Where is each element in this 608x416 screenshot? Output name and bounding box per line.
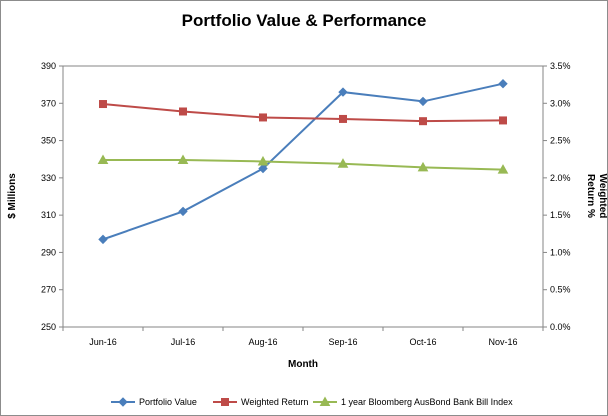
right-tick-label: 1.5% — [550, 210, 571, 220]
legend-item: Weighted Return — [213, 397, 308, 407]
series-2 — [99, 100, 507, 126]
data-point — [339, 114, 347, 123]
left-tick-label: 250 — [41, 322, 56, 332]
x-tick-label: Nov-16 — [488, 337, 517, 347]
left-y-axis: 250 270 290 310 330 350 370 390 — [41, 61, 63, 332]
x-tick-label: Jul-16 — [171, 337, 196, 347]
chart-title: Portfolio Value & Performance — [182, 11, 427, 30]
right-axis-title-line-1: Weighted — [597, 174, 607, 219]
x-tick-label: Aug-16 — [248, 337, 277, 347]
data-point — [419, 117, 427, 126]
series-layer — [97, 79, 509, 245]
x-axis: Jun-16 Jul-16 Aug-16 Sep-16 Oct-16 Nov-16 — [62, 327, 544, 347]
right-tick-label: 1.0% — [550, 247, 571, 257]
x-tick-label: Oct-16 — [409, 337, 436, 347]
series-3 — [97, 154, 509, 174]
legend-marker — [118, 397, 128, 407]
right-tick-label: 2.0% — [550, 173, 571, 183]
data-point — [177, 154, 189, 164]
right-axis-title-line-2: Return % — [585, 174, 596, 218]
series-line — [103, 158, 504, 171]
right-tick-label: 0.0% — [550, 322, 571, 332]
data-point — [418, 96, 428, 107]
legend-marker — [319, 396, 331, 406]
legend-item: Portfolio Value — [111, 397, 197, 407]
right-tick-label: 2.5% — [550, 136, 571, 146]
legend-label: Portfolio Value — [139, 397, 197, 407]
data-point — [97, 154, 109, 164]
data-point — [178, 206, 188, 217]
data-point — [497, 164, 509, 174]
left-tick-label: 350 — [41, 136, 56, 146]
right-tick-label: 3.0% — [550, 98, 571, 108]
x-axis-title: Month — [288, 359, 318, 370]
left-tick-label: 290 — [41, 247, 56, 257]
legend-item: 1 year Bloomberg AusBond Bank Bill Index — [313, 396, 513, 407]
right-tick-label: 3.5% — [550, 61, 571, 71]
series-line — [102, 103, 504, 123]
left-tick-label: 370 — [41, 98, 56, 108]
right-axis-title: Weighted Return % — [585, 174, 607, 219]
data-point — [99, 100, 107, 109]
legend: Portfolio Value Weighted Return 1 year Blo… — [111, 396, 513, 407]
series-1 — [98, 79, 508, 245]
data-point — [337, 158, 349, 168]
left-tick-label: 270 — [41, 285, 56, 295]
plot-area — [62, 65, 544, 328]
data-point — [498, 79, 508, 89]
series-line — [102, 82, 504, 241]
legend-marker — [221, 398, 229, 406]
data-point — [258, 163, 268, 174]
left-tick-label: 310 — [41, 210, 56, 220]
left-tick-label: 390 — [41, 61, 56, 71]
data-point — [417, 161, 429, 172]
right-tick-label: 0.5% — [550, 285, 571, 295]
data-point — [499, 116, 507, 125]
legend-label: 1 year Bloomberg AusBond Bank Bill Index — [341, 397, 513, 407]
data-point — [338, 87, 348, 97]
data-point — [98, 234, 108, 245]
data-point — [179, 107, 187, 116]
x-tick-label: Jun-16 — [89, 337, 117, 347]
left-axis-title: $ Millions — [7, 173, 18, 219]
data-point — [257, 155, 269, 166]
left-tick-label: 330 — [41, 173, 56, 183]
data-point — [259, 113, 267, 122]
right-y-axis: 0.0% 0.5% 1.0% 1.5% 2.0% 2.5% 3.0% 3.5% — [543, 61, 571, 332]
legend-label: Weighted Return — [241, 397, 308, 407]
x-tick-label: Sep-16 — [328, 337, 357, 347]
